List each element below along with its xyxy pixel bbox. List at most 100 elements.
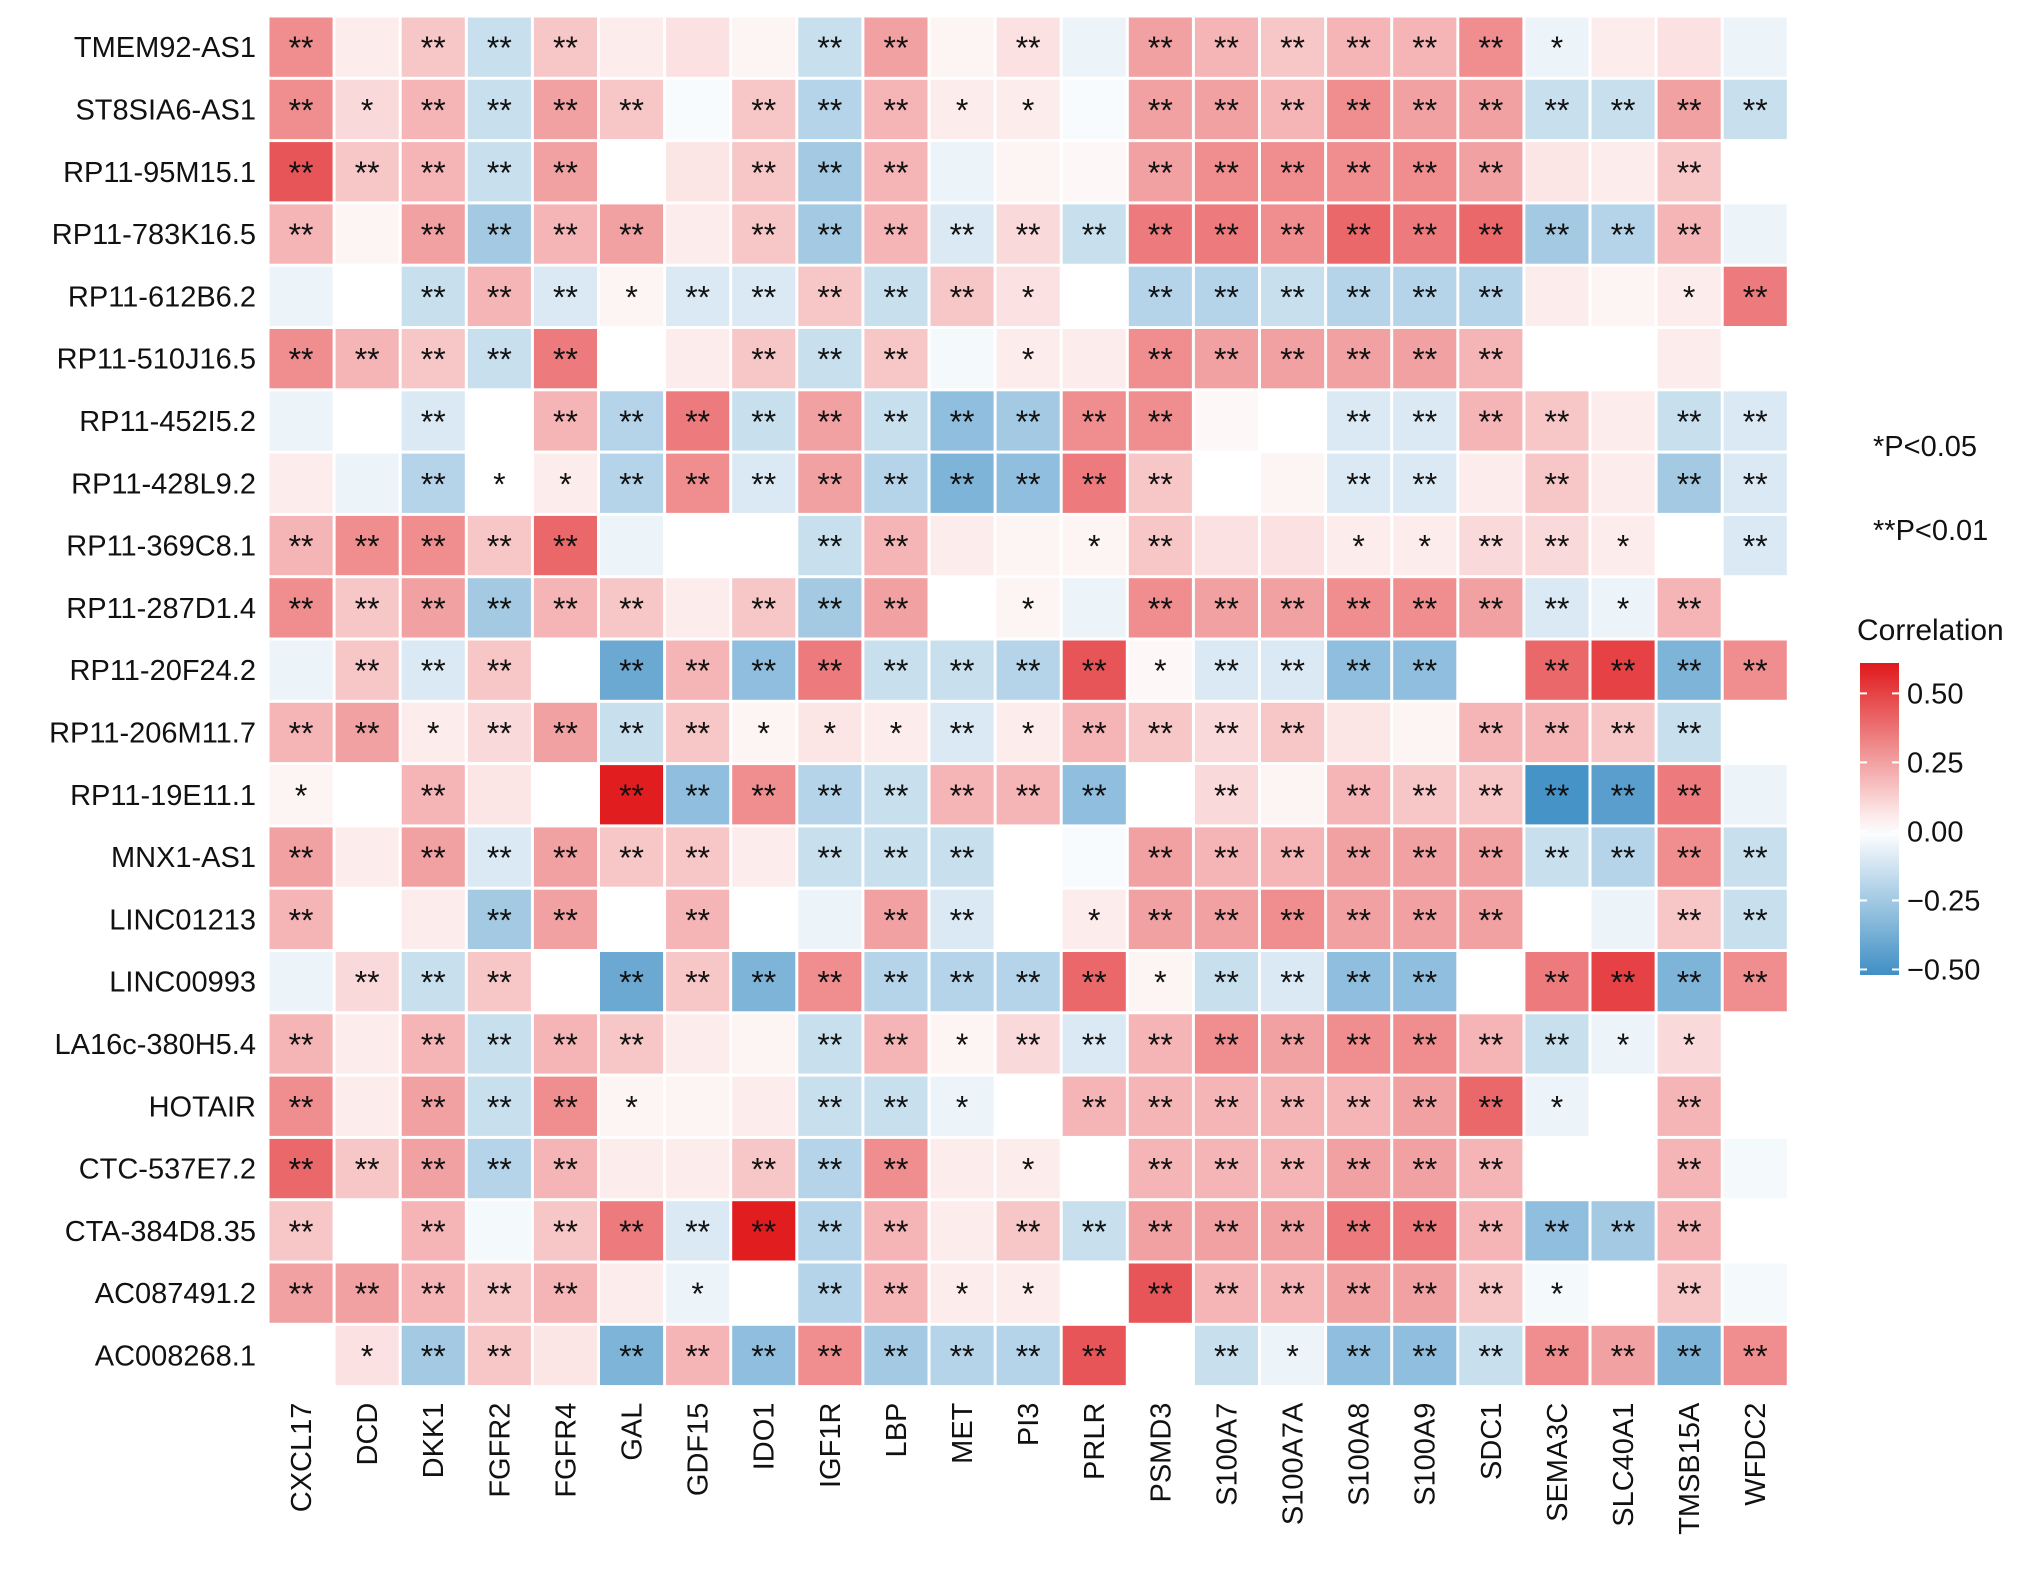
heatmap-cell (1525, 266, 1589, 326)
significance-label: ** (1412, 30, 1437, 66)
heatmap-cell (1062, 765, 1126, 825)
significance-label: ** (1016, 653, 1041, 689)
significance-label: ** (1412, 653, 1437, 689)
significance-label: ** (1412, 1276, 1437, 1312)
heatmap-cell (600, 1076, 664, 1136)
significance-label: ** (1677, 217, 1702, 253)
heatmap-cell (1723, 827, 1787, 887)
significance-label: ** (619, 466, 644, 502)
heatmap-cell (1261, 952, 1325, 1012)
heatmap-cell (1194, 889, 1258, 949)
significance-label: * (1088, 902, 1100, 938)
significance-label: ** (883, 155, 908, 191)
significance-label: ** (1544, 92, 1569, 128)
heatmap-cell (1459, 1201, 1523, 1261)
heatmap-cell (533, 204, 597, 264)
heatmap-cell (930, 827, 994, 887)
heatmap-cell (798, 391, 862, 451)
heatmap-cell (1591, 142, 1655, 202)
significance-label: ** (1082, 965, 1107, 1001)
significance-label: ** (1478, 1338, 1503, 1374)
heatmap-cell (1194, 79, 1258, 140)
heatmap-cell (1591, 204, 1655, 264)
significance-label: * (1551, 1276, 1563, 1312)
heatmap-cell (798, 515, 862, 576)
heatmap-cell (798, 702, 862, 763)
significance-label: ** (950, 715, 975, 751)
heatmap-cell (1591, 266, 1655, 326)
significance-label: ** (883, 404, 908, 440)
significance-label: ** (1677, 466, 1702, 502)
significance-label: ** (553, 1276, 578, 1312)
significance-label: ** (1346, 92, 1371, 128)
significance-label: ** (751, 1214, 776, 1250)
heatmap-cell (1062, 515, 1126, 576)
heatmap-cell (600, 640, 664, 700)
significance-label: ** (1544, 840, 1569, 876)
significance-label: ** (817, 1152, 842, 1188)
significance-label: ** (883, 1152, 908, 1188)
significance-label: ** (1214, 1089, 1239, 1125)
significance-label: ** (1214, 653, 1239, 689)
heatmap-cell (930, 1325, 994, 1386)
heatmap-cell (401, 1076, 465, 1136)
heatmap-cell (401, 17, 465, 77)
heatmap-cell (533, 266, 597, 326)
significance-label: ** (1016, 1027, 1041, 1063)
significance-label: ** (487, 529, 512, 565)
significance-label: * (1617, 529, 1629, 565)
heatmap-cell (1393, 827, 1457, 887)
heatmap-cell (1128, 453, 1192, 513)
heatmap-cell (930, 1138, 994, 1199)
significance-label: ** (883, 1089, 908, 1125)
significance-label: * (493, 466, 505, 502)
heatmap-cell (1062, 1014, 1126, 1074)
heatmap-cell (467, 17, 531, 77)
heatmap-cell (1525, 142, 1589, 202)
heatmap-cell (335, 453, 399, 513)
heatmap-cell (798, 329, 862, 389)
significance-label: ** (1280, 30, 1305, 66)
heatmap-cell (666, 391, 730, 451)
heatmap-cell (798, 204, 862, 264)
heatmap-cell (533, 640, 597, 700)
heatmap-cell (1459, 640, 1523, 700)
y-tick-label: RP11-612B6.2 (68, 281, 256, 313)
significance-label: ** (1346, 466, 1371, 502)
heatmap-cell (1657, 1325, 1721, 1386)
significance-label: ** (1082, 1214, 1107, 1250)
significance-label: ** (1478, 217, 1503, 253)
heatmap-cell (1261, 79, 1325, 140)
significance-label: ** (289, 1214, 314, 1250)
significance-label: ** (883, 778, 908, 814)
heatmap-cell (1261, 1138, 1325, 1199)
heatmap-cell (269, 142, 333, 202)
significance-label: * (1551, 1089, 1563, 1125)
significance-label: ** (1611, 840, 1636, 876)
significance-label: ** (553, 840, 578, 876)
significance-label: ** (1412, 1152, 1437, 1188)
significance-label: ** (421, 30, 446, 66)
heatmap-cell (1723, 204, 1787, 264)
heatmap-cell (1657, 640, 1721, 700)
heatmap-cell (1261, 640, 1325, 700)
significance-label: ** (553, 155, 578, 191)
heatmap-cell (269, 1325, 333, 1386)
heatmap-cell (1459, 453, 1523, 513)
significance-label: ** (1611, 715, 1636, 751)
heatmap-cell (269, 79, 333, 140)
significance-label: ** (1677, 1152, 1702, 1188)
heatmap-cell (467, 1263, 531, 1323)
significance-label: ** (1412, 778, 1437, 814)
heatmap-cell (1062, 79, 1126, 140)
heatmap-cell (600, 204, 664, 264)
significance-label: ** (289, 30, 314, 66)
significance-label: ** (355, 653, 380, 689)
heatmap-cell (335, 515, 399, 576)
significance-label: ** (950, 778, 975, 814)
significance-label: ** (1346, 778, 1371, 814)
significance-label: ** (1743, 653, 1768, 689)
significance-label: ** (1412, 1338, 1437, 1374)
heatmap-cell (864, 515, 928, 576)
heatmap-cell (1723, 889, 1787, 949)
